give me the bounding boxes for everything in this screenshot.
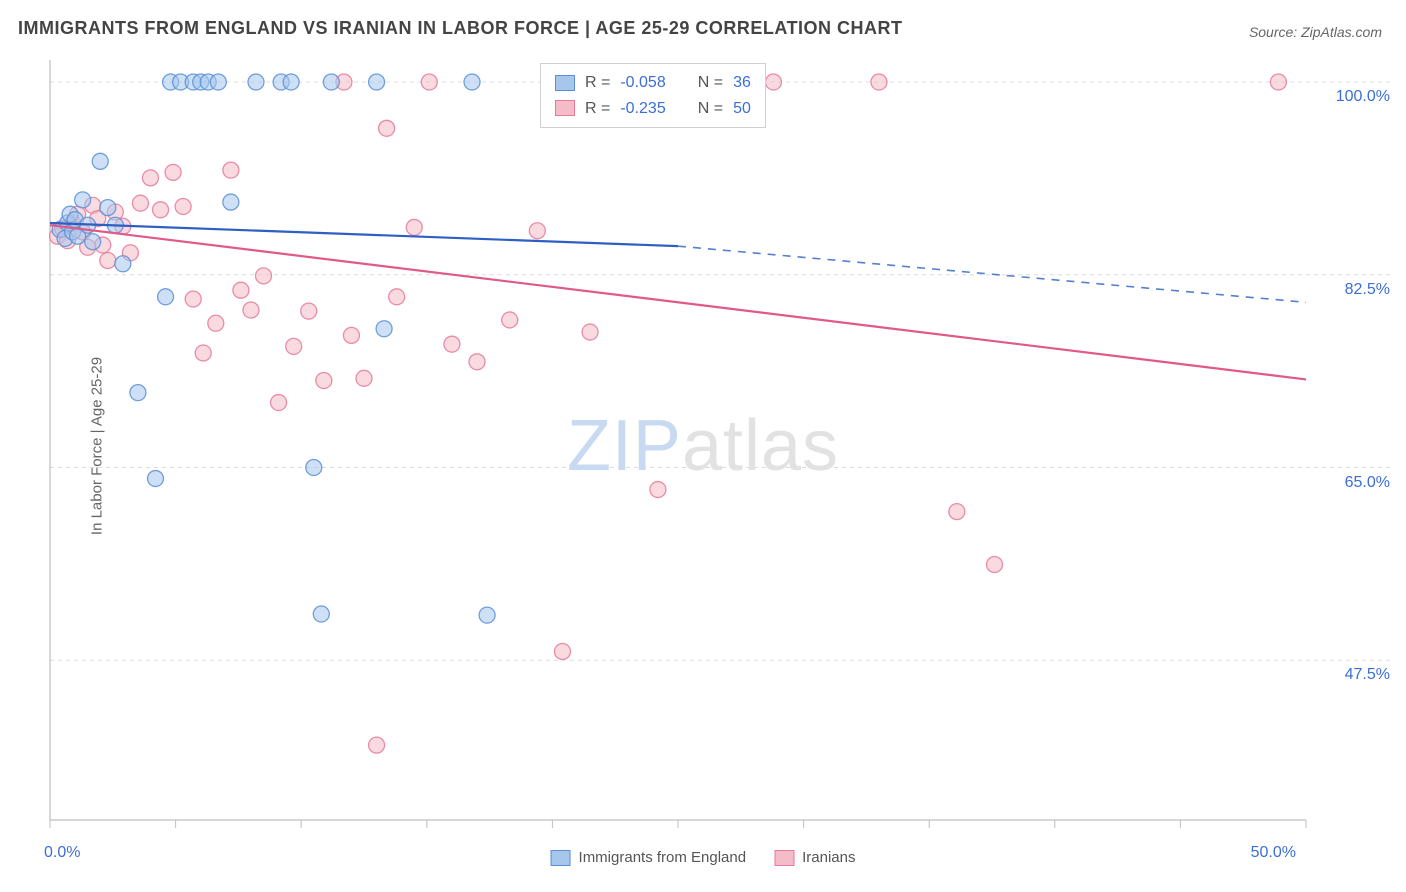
regression-legend: R = -0.058 N = 36 R = -0.235 N = 50 — [540, 63, 766, 128]
y-tick-label: 47.5% — [1345, 666, 1390, 684]
legend-r-value: -0.058 — [620, 70, 665, 96]
y-tick-label: 100.0% — [1336, 88, 1390, 106]
x-tick-label: 50.0% — [1251, 844, 1296, 862]
legend-r-value: -0.235 — [620, 96, 665, 122]
y-tick-label: 82.5% — [1345, 281, 1390, 299]
legend-n-value: 36 — [733, 70, 751, 96]
correlation-scatter-chart — [0, 0, 1406, 892]
legend-n-label: N = — [698, 70, 723, 96]
legend-swatch — [774, 850, 794, 866]
series-legend-item: Iranians — [774, 849, 855, 866]
series-legend: Immigrants from England Iranians — [551, 849, 856, 866]
legend-r-label: R = — [585, 96, 610, 122]
legend-r-label: R = — [585, 70, 610, 96]
regression-legend-row: R = -0.235 N = 50 — [555, 96, 751, 122]
legend-n-value: 50 — [733, 96, 751, 122]
y-tick-label: 65.0% — [1345, 474, 1390, 492]
legend-swatch — [555, 100, 575, 116]
series-legend-label: Iranians — [802, 849, 855, 866]
x-tick-label: 0.0% — [44, 844, 80, 862]
legend-swatch — [551, 850, 571, 866]
legend-swatch — [555, 75, 575, 91]
legend-n-label: N = — [698, 96, 723, 122]
series-legend-item: Immigrants from England — [551, 849, 747, 866]
regression-legend-row: R = -0.058 N = 36 — [555, 70, 751, 96]
series-legend-label: Immigrants from England — [579, 849, 747, 866]
